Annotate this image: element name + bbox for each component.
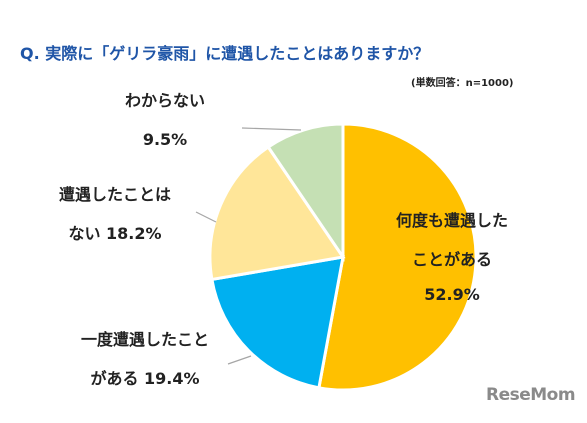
leader-line-3 bbox=[241, 127, 302, 131]
pie-slice-3 bbox=[266, 122, 345, 262]
slice-label-0-line-0: 何度も遭遇した bbox=[396, 211, 508, 230]
chart-title: Q. 実際に「ゲリラ豪雨」に遭遇したことはありますか？ bbox=[20, 44, 430, 63]
slice-value-label-0: 52.9% bbox=[424, 285, 480, 304]
slice-label-3-line-1: 9.5% bbox=[143, 130, 187, 149]
pie-slice-1 bbox=[210, 255, 345, 390]
slice-label-0-line-1: ことがある bbox=[412, 250, 492, 269]
slice-label-3-line-0: わからない bbox=[125, 91, 205, 110]
pie-slice-0 bbox=[317, 122, 478, 392]
leader-line-2 bbox=[195, 211, 217, 223]
slice-label-1-line-1: がある 19.4% bbox=[90, 369, 199, 388]
resemom-logo: ReseMom bbox=[486, 385, 576, 405]
leader-line-1 bbox=[227, 355, 252, 365]
pie-slice-2 bbox=[208, 144, 346, 282]
slice-label-2-line-0: 遭遇したことは bbox=[59, 185, 171, 204]
slice-label-1-line-0: 一度遭遇したこと bbox=[81, 330, 209, 349]
slice-label-2-line-1: ない 18.2% bbox=[68, 224, 161, 243]
sample-size-note: (単数回答：n=1000) bbox=[411, 78, 514, 89]
